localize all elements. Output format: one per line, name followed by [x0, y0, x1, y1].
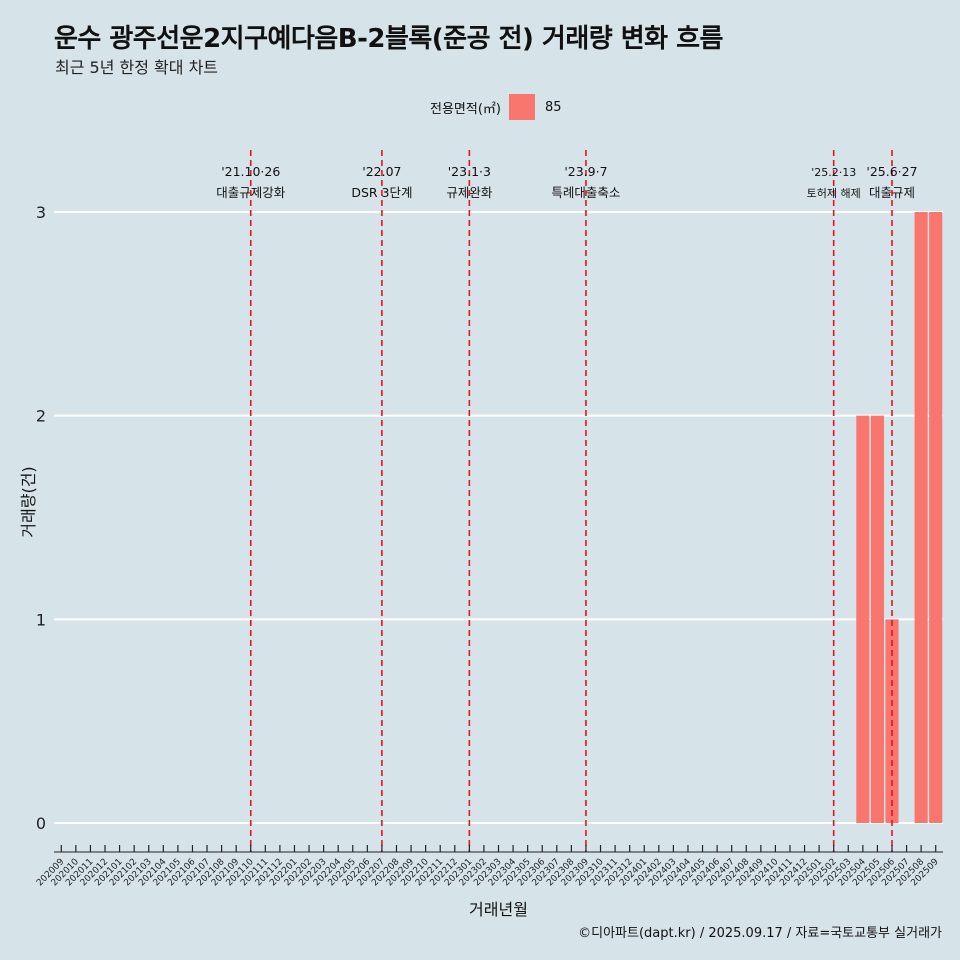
legend-entry-label: 85	[544, 99, 562, 115]
bar	[870, 415, 884, 823]
chart-title: 운수 광주선운2지구예다음B-2블록(준공 전) 거래량 변화 흐름	[54, 24, 723, 54]
event-date-label: '22.07	[362, 164, 401, 179]
x-axis-title: 거래년월	[469, 900, 528, 919]
event-text-label: 대출규제강화	[216, 185, 286, 200]
event-text-label: 대출규제	[869, 185, 915, 200]
legend-swatch	[508, 94, 535, 120]
bar	[914, 212, 928, 823]
event-text-label: 토허제 해제	[807, 186, 861, 200]
event-date-label: '23.9·7	[564, 164, 607, 179]
source-caption: ©디아파트(dapt.kr) / 2025.09.17 / 자료=국토교통부 실…	[578, 926, 942, 941]
event-date-label: '25.6·27	[866, 164, 917, 179]
event-date-label: '25.2·13	[811, 166, 856, 179]
bar	[856, 415, 870, 823]
bar	[929, 212, 943, 823]
chart-subtitle: 최근 5년 한정 확대 차트	[55, 58, 219, 77]
y-axis-title: 거래량(건)	[19, 466, 38, 537]
event-text-label: 규제완화	[446, 185, 493, 200]
y-tick-label: 1	[36, 610, 46, 629]
legend: 전용면적(㎡) 85	[430, 94, 562, 120]
y-tick-label: 3	[36, 203, 46, 222]
event-text-label: 특례대출축소	[551, 185, 620, 200]
legend-entry: 85	[508, 94, 562, 120]
y-tick-label: 2	[36, 407, 46, 426]
event-date-label: '23.1·3	[448, 164, 491, 179]
event-date-label: '21.10·26	[221, 164, 280, 179]
y-tick-label: 0	[36, 814, 46, 833]
event-text-label: DSR 3단계	[351, 185, 412, 200]
legend-title: 전용면적(㎡)	[430, 101, 501, 117]
